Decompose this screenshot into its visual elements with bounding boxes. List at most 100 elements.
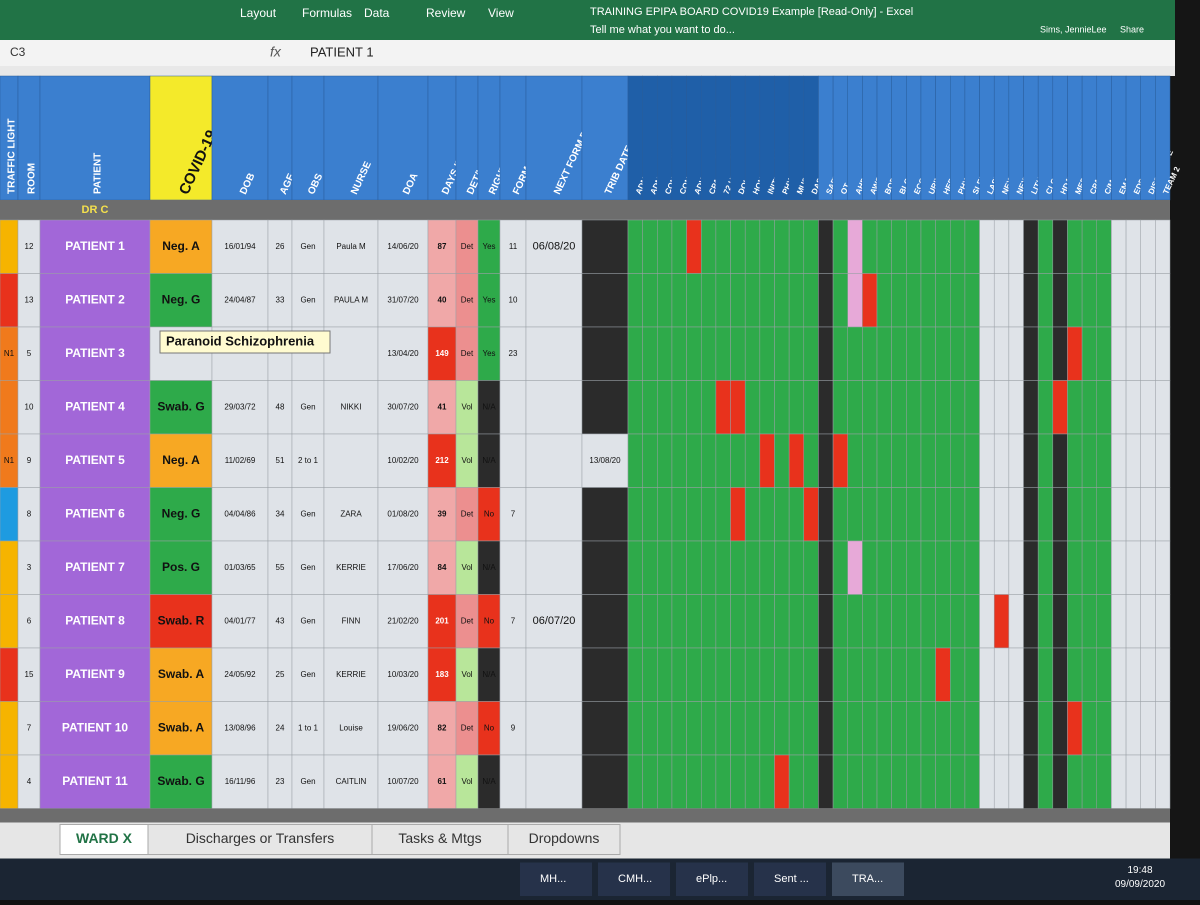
- cell: [847, 594, 863, 649]
- cell: [920, 273, 936, 328]
- cell-text: Swab. A: [158, 667, 205, 681]
- cell-text[interactable]: PATIENT 6: [65, 506, 125, 520]
- cell: [979, 433, 995, 488]
- cell-text[interactable]: PATIENT 10: [62, 720, 129, 734]
- cell-text[interactable]: PATIENT 2: [65, 292, 125, 306]
- window-title: TRAINING EPIPA BOARD COVID19 Example [Re…: [590, 6, 913, 18]
- cell-text: Det: [461, 349, 474, 358]
- cell: [642, 540, 658, 595]
- cell: [950, 380, 966, 435]
- cell: [979, 326, 995, 381]
- taskbar-app-label[interactable]: CMH...: [618, 873, 652, 885]
- cell-text: Swab. G: [157, 399, 204, 413]
- cell-text: N1: [4, 456, 15, 465]
- taskbar-app[interactable]: [598, 862, 670, 897]
- cell-text[interactable]: PATIENT 5: [65, 453, 125, 467]
- cell-text: Pos. G: [162, 560, 200, 574]
- sheet-tab[interactable]: [59, 824, 149, 855]
- cell: [1067, 380, 1083, 435]
- taskbar-app[interactable]: [832, 862, 904, 897]
- taskbar-app-label[interactable]: MH...: [540, 873, 566, 885]
- cell: [788, 594, 805, 649]
- cell: [1111, 433, 1127, 488]
- cell: [774, 647, 790, 702]
- cell: [759, 701, 775, 756]
- cell: [744, 594, 761, 649]
- cell: [1125, 647, 1141, 702]
- sheet-tab-label[interactable]: WARD X: [76, 830, 133, 846]
- taskbar-app[interactable]: [676, 862, 748, 897]
- ribbon-tab[interactable]: View: [488, 6, 514, 20]
- cell-text: 2 to 1: [298, 456, 319, 465]
- header-cell: [39, 75, 151, 201]
- cell-text[interactable]: PATIENT 11: [62, 774, 128, 788]
- cell: [525, 647, 583, 702]
- cell: [377, 754, 429, 809]
- sheet-tab[interactable]: [147, 824, 373, 855]
- sheet-tab-label[interactable]: Discharges or Transfers: [186, 830, 335, 846]
- cell-text: 40: [438, 295, 447, 304]
- cell-text[interactable]: PATIENT 1: [65, 239, 125, 253]
- cell: [657, 326, 673, 381]
- cell: [642, 273, 658, 328]
- cell-text: Vol: [461, 563, 472, 572]
- cell: [862, 754, 878, 809]
- cell-text: 04/01/77: [224, 616, 256, 625]
- cell: [377, 380, 429, 435]
- sheet-tab-label[interactable]: Tasks & Mtgs: [398, 830, 481, 846]
- cell: [774, 380, 790, 435]
- cell-text: 4: [27, 777, 32, 786]
- sheet-tab[interactable]: [507, 824, 621, 855]
- cell-text: Det: [461, 242, 474, 251]
- cell-text[interactable]: PATIENT 7: [65, 560, 125, 574]
- cell: [657, 701, 673, 756]
- cell: [657, 219, 673, 274]
- cell-text: ZARA: [340, 509, 362, 518]
- cell: [686, 326, 702, 381]
- taskbar-app-label[interactable]: Sent ...: [774, 873, 809, 885]
- cell-text[interactable]: PATIENT 8: [65, 613, 125, 627]
- cell: [657, 540, 673, 595]
- formula-content[interactable]: PATIENT 1: [310, 44, 374, 59]
- ribbon-tab[interactable]: Formulas: [302, 6, 352, 20]
- cell-text: 183: [435, 670, 449, 679]
- cell-text: Gen: [300, 295, 315, 304]
- ribbon-tab[interactable]: Layout: [240, 6, 277, 20]
- cell: [876, 701, 892, 756]
- tell-me[interactable]: Tell me what you want to do...: [590, 24, 735, 36]
- cell: [862, 273, 878, 328]
- cell: [920, 326, 936, 381]
- cell: [935, 380, 951, 435]
- cell: [1052, 380, 1068, 435]
- cell-text: Det: [461, 295, 474, 304]
- taskbar-app[interactable]: [520, 862, 592, 897]
- sheet-tab-label[interactable]: Dropdowns: [529, 830, 600, 846]
- cell: [581, 487, 629, 542]
- cell: [759, 594, 775, 649]
- taskbar-app-label[interactable]: TRA...: [852, 873, 883, 885]
- cell-text: Det: [461, 509, 474, 518]
- taskbar-app-label[interactable]: ePlp...: [696, 873, 727, 885]
- cell: [891, 326, 907, 381]
- cell-text[interactable]: PATIENT 3: [65, 346, 125, 360]
- taskbar-app[interactable]: [754, 862, 826, 897]
- cell-text: 1 to 1: [298, 723, 319, 732]
- cell: [581, 754, 629, 809]
- cell: [525, 754, 583, 809]
- cell-text: 19/06/20: [387, 723, 419, 732]
- cell-text[interactable]: PATIENT 4: [65, 399, 125, 413]
- ribbon-tab[interactable]: Data: [364, 6, 390, 20]
- cell: [920, 433, 936, 488]
- cell: [1125, 273, 1141, 328]
- cell: [1023, 380, 1039, 435]
- cell: [1067, 647, 1083, 702]
- share[interactable]: Share: [1120, 24, 1144, 34]
- cell: [211, 487, 269, 542]
- ribbon-tab[interactable]: Review: [426, 6, 466, 20]
- group-label: DR C: [82, 204, 109, 216]
- cell: [1111, 594, 1127, 649]
- cell-text[interactable]: PATIENT 9: [65, 667, 125, 681]
- cell: [993, 540, 1010, 595]
- cell: [1008, 487, 1024, 542]
- name-box[interactable]: C3: [10, 45, 26, 59]
